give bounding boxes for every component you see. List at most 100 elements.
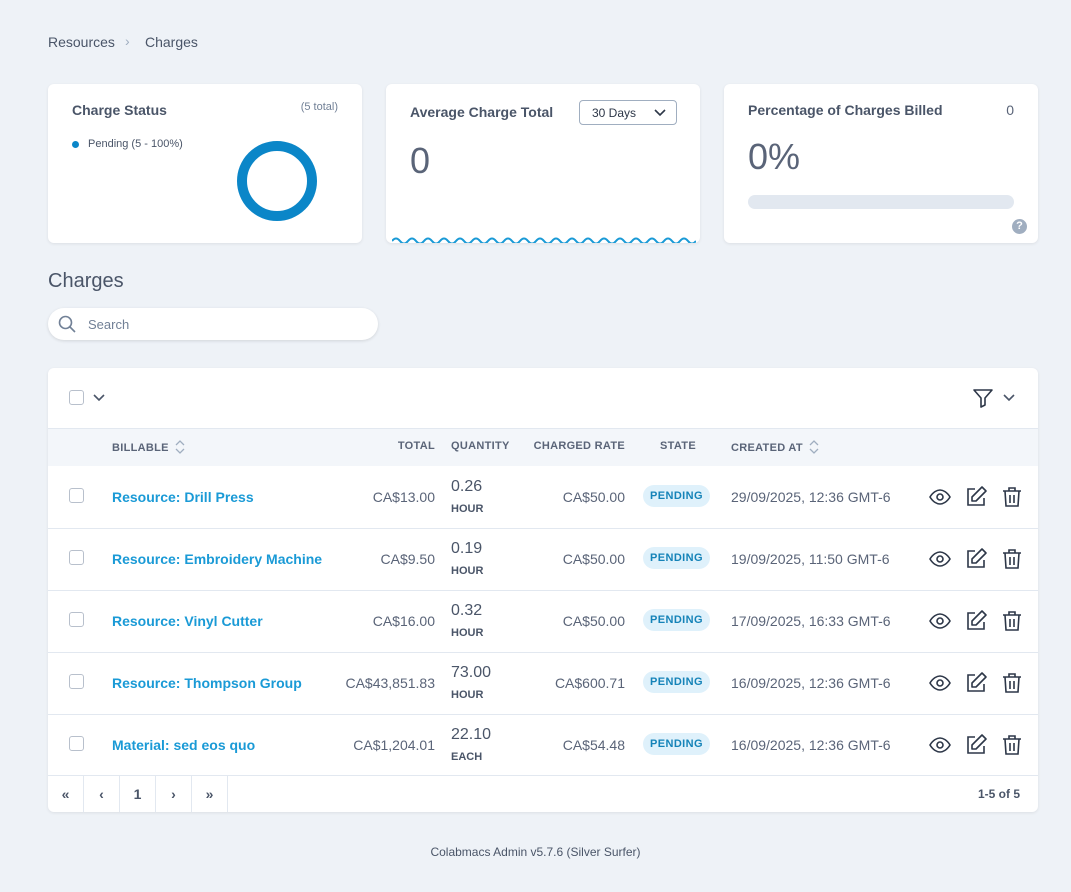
quantity: 0.19 bbox=[451, 540, 483, 557]
created-at: 19/09/2025, 11:50 GMT-6 bbox=[731, 551, 890, 567]
billable-link[interactable]: Resource: Vinyl Cutter bbox=[112, 613, 263, 629]
state-badge: PENDING bbox=[643, 547, 710, 569]
view-button[interactable] bbox=[928, 733, 952, 762]
column-header: STATE bbox=[660, 440, 696, 452]
chevron[interactable] bbox=[93, 394, 105, 402]
view-icon[interactable] bbox=[928, 733, 952, 757]
page-button[interactable]: 1 bbox=[120, 776, 156, 812]
edit-button[interactable] bbox=[964, 547, 988, 576]
row-divider bbox=[48, 714, 1038, 715]
state-badge: PENDING bbox=[643, 671, 710, 693]
edit-icon[interactable] bbox=[964, 547, 988, 571]
sort-icon[interactable] bbox=[175, 440, 185, 454]
edit-button[interactable] bbox=[964, 485, 988, 514]
charged-rate: CA$50.00 bbox=[562, 551, 625, 567]
view-icon[interactable] bbox=[928, 671, 952, 695]
select-all[interactable] bbox=[69, 390, 84, 405]
row-checkbox[interactable] bbox=[69, 612, 84, 627]
charged-rate: CA$54.48 bbox=[562, 737, 625, 753]
status-card: Charge Status (5 total) Pending (5 - 100… bbox=[48, 84, 362, 243]
column-header: QUANTITY bbox=[451, 440, 510, 452]
row-checkbox[interactable] bbox=[69, 550, 84, 565]
delete-button[interactable] bbox=[1000, 733, 1024, 762]
filter-icon[interactable] bbox=[972, 387, 994, 409]
edit-button[interactable] bbox=[964, 609, 988, 638]
view-icon[interactable] bbox=[928, 609, 952, 633]
page-button[interactable]: » bbox=[192, 776, 228, 812]
quantity: 22.10 bbox=[451, 726, 492, 743]
range-select[interactable]: 30 Days bbox=[579, 100, 677, 125]
edit-icon[interactable] bbox=[964, 671, 988, 695]
row-checkbox[interactable] bbox=[69, 736, 84, 751]
sort-icon[interactable] bbox=[809, 440, 819, 454]
delete-button[interactable] bbox=[1000, 547, 1024, 576]
delete-icon[interactable] bbox=[1000, 485, 1024, 509]
delete-button[interactable] bbox=[1000, 671, 1024, 700]
row-checkbox[interactable] bbox=[69, 674, 84, 689]
unit: HOUR bbox=[451, 689, 484, 701]
delete-icon[interactable] bbox=[1000, 733, 1024, 757]
view-button[interactable] bbox=[928, 671, 952, 700]
table-header bbox=[48, 428, 1038, 466]
card-total: (5 total) bbox=[300, 101, 338, 113]
divider bbox=[48, 775, 1038, 776]
edit-button[interactable] bbox=[964, 671, 988, 700]
column-label: CREATED AT bbox=[731, 442, 803, 454]
row-divider bbox=[48, 590, 1038, 591]
edit-icon[interactable] bbox=[964, 609, 988, 633]
card-title: Percentage of Charges Billed bbox=[748, 102, 943, 118]
range-label: 30 Days bbox=[592, 106, 637, 120]
delete-icon[interactable] bbox=[1000, 547, 1024, 571]
breadcrumb-link[interactable]: Resources bbox=[48, 34, 115, 50]
row-checkbox[interactable] bbox=[69, 488, 84, 503]
billed-card: Percentage of Charges Billed 0 0% ? bbox=[724, 84, 1038, 243]
card-value: 0 bbox=[410, 140, 431, 181]
view-button[interactable] bbox=[928, 609, 952, 638]
edit-button[interactable] bbox=[964, 733, 988, 762]
total: CA$9.50 bbox=[380, 551, 435, 567]
edit-icon[interactable] bbox=[964, 733, 988, 757]
section-title: Charges bbox=[48, 270, 124, 292]
sparkline bbox=[392, 237, 696, 243]
delete-icon[interactable] bbox=[1000, 671, 1024, 695]
page-button[interactable]: ‹ bbox=[84, 776, 120, 812]
column-header[interactable]: BILLABLE bbox=[112, 440, 185, 454]
created-at: 16/09/2025, 12:36 GMT-6 bbox=[731, 675, 891, 691]
search-box[interactable]: Search bbox=[48, 308, 378, 340]
delete-button[interactable] bbox=[1000, 485, 1024, 514]
created-at: 29/09/2025, 12:36 GMT-6 bbox=[731, 489, 891, 505]
page-button[interactable]: « bbox=[48, 776, 84, 812]
pagination-summary: 1-5 of 5 bbox=[978, 787, 1021, 801]
view-icon[interactable] bbox=[928, 485, 952, 509]
breadcrumb-current: Charges bbox=[145, 34, 198, 50]
quantity: 0.32 bbox=[451, 602, 483, 619]
edit-icon[interactable] bbox=[964, 485, 988, 509]
view-icon[interactable] bbox=[928, 547, 952, 571]
billable-link[interactable]: Material: sed eos quo bbox=[112, 737, 256, 753]
column-header[interactable]: CREATED AT bbox=[731, 440, 819, 454]
view-button[interactable] bbox=[928, 485, 952, 514]
chevron[interactable] bbox=[1003, 394, 1015, 402]
average-card: Average Charge Total 30 Days 0 bbox=[386, 84, 700, 243]
billable-link[interactable]: Resource: Embroidery Machine bbox=[112, 551, 323, 567]
state-badge: PENDING bbox=[643, 733, 710, 755]
delete-icon[interactable] bbox=[1000, 609, 1024, 633]
progress-bar bbox=[748, 195, 1014, 209]
view-button[interactable] bbox=[928, 547, 952, 576]
column-header: CHARGED RATE bbox=[534, 440, 625, 452]
legend-label: Pending (5 - 100%) bbox=[88, 138, 183, 150]
billable-link[interactable]: Resource: Thompson Group bbox=[112, 675, 302, 691]
card-title: Average Charge Total bbox=[410, 104, 554, 120]
column-label: QUANTITY bbox=[451, 440, 510, 452]
card-title: Charge Status bbox=[72, 102, 167, 118]
charged-rate: CA$600.71 bbox=[554, 675, 625, 691]
column-label: CHARGED RATE bbox=[533, 440, 625, 452]
unit: HOUR bbox=[451, 503, 484, 515]
page-button[interactable]: › bbox=[156, 776, 192, 812]
total: CA$16.00 bbox=[372, 613, 435, 629]
delete-button[interactable] bbox=[1000, 609, 1024, 638]
billable-link[interactable]: Resource: Drill Press bbox=[112, 489, 254, 505]
total: CA$13.00 bbox=[372, 489, 435, 505]
help-icon[interactable]: ? bbox=[1012, 219, 1027, 234]
